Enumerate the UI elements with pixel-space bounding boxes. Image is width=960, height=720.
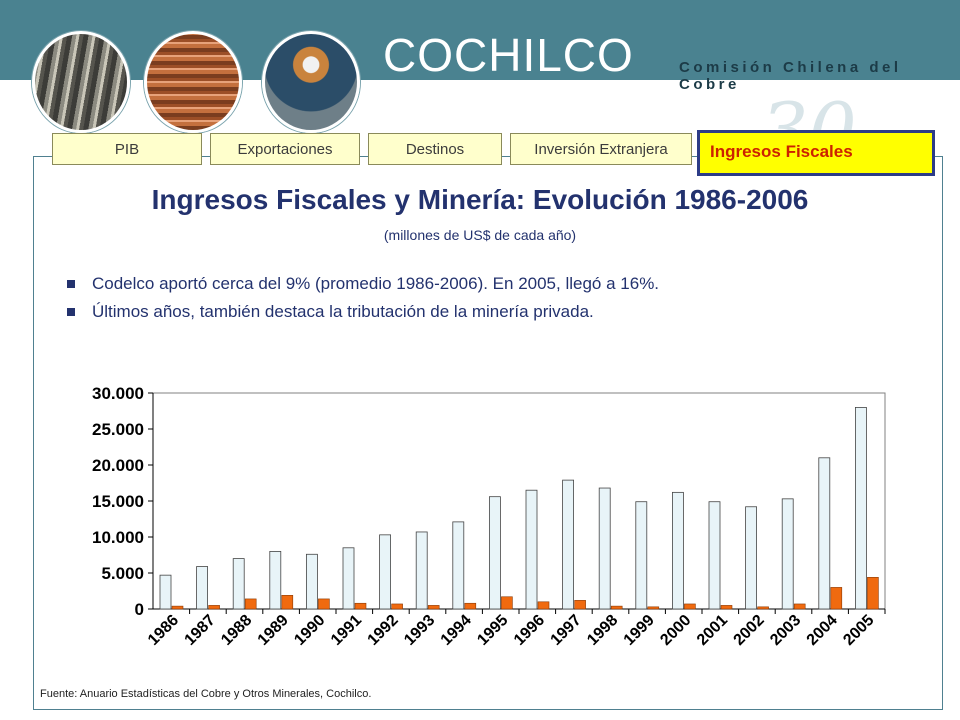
x-tick-label: 1993 <box>401 612 438 649</box>
bar-codelco <box>867 577 879 610</box>
x-tick-label: 1994 <box>438 612 475 649</box>
y-tick-label: 15.000 <box>92 492 144 511</box>
mine-photo <box>32 31 130 133</box>
y-tick-label: 25.000 <box>92 420 144 439</box>
bar-total <box>415 531 428 610</box>
copper-cathodes-photo <box>144 31 242 133</box>
bar-codelco <box>208 605 220 610</box>
bar-total <box>598 487 611 610</box>
bar-total <box>452 521 465 610</box>
bar-codelco <box>501 596 513 610</box>
bar-total <box>818 457 831 610</box>
bullet-text: Últimos años, también destaca la tributa… <box>92 302 594 321</box>
x-tick-label: 2001 <box>694 612 731 649</box>
tab-pib[interactable]: PIB <box>52 133 202 165</box>
bar-total <box>305 553 318 610</box>
y-tick-label: 10.000 <box>92 528 144 547</box>
x-tick-label: 1997 <box>548 612 585 649</box>
bar-codelco <box>354 602 367 610</box>
bar-total <box>159 574 172 610</box>
x-tick-label: 1996 <box>511 612 548 649</box>
worker-photo <box>262 31 360 133</box>
bar-codelco <box>281 595 294 610</box>
x-tick-label: 2004 <box>804 612 841 649</box>
x-tick-label: 1991 <box>328 612 365 649</box>
bar-codelco <box>757 606 769 610</box>
bar-codelco <box>684 603 696 610</box>
bullet-text: Codelco aportó cerca del 9% (promedio 19… <box>92 274 660 293</box>
x-tick-label: 1999 <box>621 612 658 649</box>
bar-codelco <box>647 606 660 610</box>
slide-title: Ingresos Fiscales y Minería: Evolución 1… <box>151 184 809 215</box>
bar-codelco <box>427 605 440 610</box>
y-tick-label: 20.000 <box>92 456 144 475</box>
bullet-item: Codelco aportó cerca del 9% (promedio 19… <box>64 272 924 300</box>
x-tick-label: 1995 <box>474 612 511 649</box>
y-tick-label: 0 <box>135 600 144 619</box>
bar-total <box>525 489 538 610</box>
y-tick-label: 5.000 <box>101 564 144 583</box>
revenue-bar-chart: 0 5.000 10.000 15.000 20.000 25.000 30.000 1986… <box>92 384 886 649</box>
bullet-square-icon <box>67 280 75 288</box>
x-tick-label: 1990 <box>291 612 328 649</box>
bar-total <box>708 501 721 610</box>
cochilco-logo: COCHILCO <box>383 29 634 81</box>
logo-subtitle: Comisión Chilena del Cobre <box>679 59 902 93</box>
tab-ingresos-fiscales[interactable]: Ingresos Fiscales <box>697 130 935 176</box>
bar-total <box>379 534 392 610</box>
plot-area <box>152 392 886 610</box>
x-tick-label: 2005 <box>840 612 877 649</box>
bullet-item: Últimos años, también destaca la tributa… <box>64 300 924 328</box>
bar-total <box>855 406 867 610</box>
bar-total <box>342 547 355 610</box>
tab-exportaciones[interactable]: Exportaciones <box>210 133 360 165</box>
bar-total <box>488 496 501 610</box>
tab-inversion-extranjera[interactable]: Inversión Extranjera <box>510 133 692 165</box>
x-tick-label: 1986 <box>145 612 182 649</box>
bar-total <box>635 501 648 610</box>
bar-codelco <box>318 598 330 610</box>
bar-total <box>269 550 282 610</box>
x-tick-label: 1988 <box>218 612 255 649</box>
bullet-list: Codelco aportó cerca del 9% (promedio 19… <box>64 272 924 328</box>
x-tick-label: 1989 <box>255 612 292 649</box>
bar-codelco <box>610 605 623 610</box>
bar-total <box>781 498 794 610</box>
bar-total <box>196 566 209 610</box>
bar-total <box>562 479 574 610</box>
bar-total <box>672 491 684 610</box>
bullet-square-icon <box>67 308 75 316</box>
x-tick-label: 1998 <box>584 612 621 649</box>
x-tick-label: 2000 <box>657 612 694 649</box>
x-tick-label: 1992 <box>365 612 402 649</box>
source-note: Fuente: Anuario Estadísticas del Cobre y… <box>40 688 372 700</box>
x-tick-label: 2003 <box>767 612 804 649</box>
slide-subtitle: (millones de US$ de cada año) <box>383 227 577 243</box>
x-tick-label: 1987 <box>182 612 219 649</box>
bar-codelco <box>574 600 586 610</box>
bar-codelco <box>537 601 550 610</box>
tab-destinos[interactable]: Destinos <box>368 133 502 165</box>
bar-codelco <box>464 602 477 610</box>
bar-codelco <box>171 605 184 610</box>
bar-total <box>232 558 245 610</box>
bar-codelco <box>391 603 403 610</box>
bar-codelco <box>244 598 257 610</box>
bar-total <box>745 506 757 610</box>
bar-codelco <box>793 603 806 610</box>
bar-codelco <box>720 605 733 610</box>
x-tick-label: 2002 <box>731 612 768 649</box>
bar-codelco <box>830 587 843 610</box>
y-tick-label: 30.000 <box>92 384 144 403</box>
